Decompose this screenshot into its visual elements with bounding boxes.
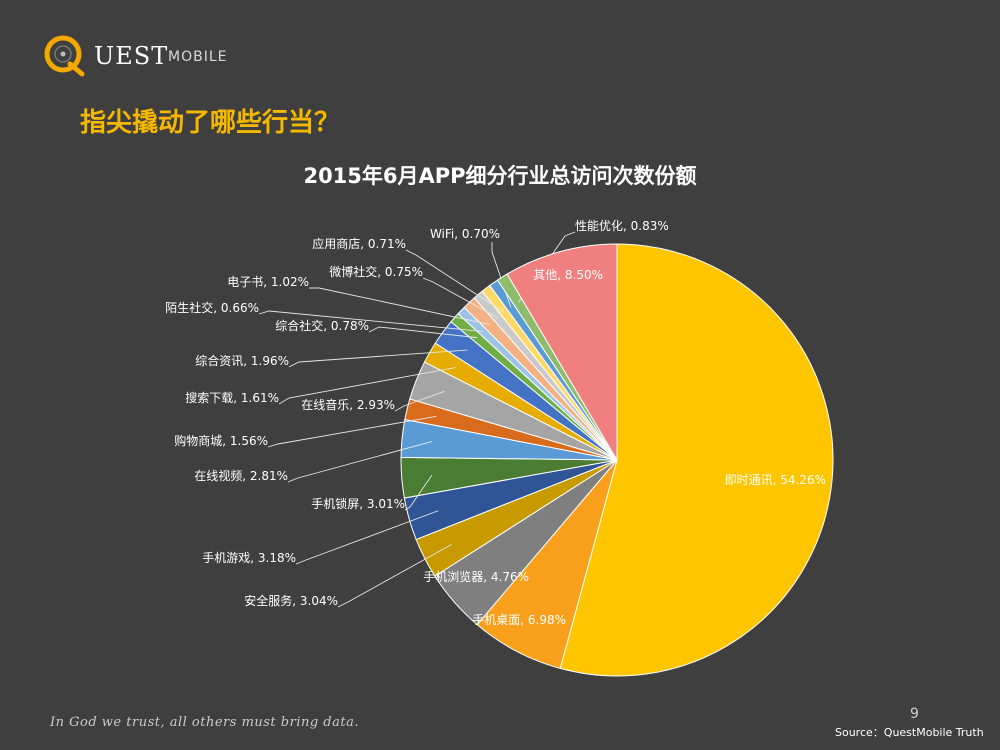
data-label-11: 综合社交, 0.78%: [275, 318, 369, 333]
data-label-3: 安全服务, 3.04%: [244, 593, 338, 608]
data-label-4: 手机游戏, 3.18%: [202, 551, 296, 565]
logo-text: UEST: [94, 42, 169, 70]
data-label-6: 在线视频, 2.81%: [194, 468, 288, 483]
pie-slice-18: [506, 243, 618, 462]
leader-line-14: [422, 277, 498, 319]
leader-line-3: [337, 544, 452, 608]
leader-line-8: [394, 390, 445, 412]
data-label-2: 手机浏览器, 4.76%: [423, 569, 529, 584]
page-number: 9: [910, 706, 919, 722]
logo-q-icon: [44, 35, 85, 77]
leader-line-11: [368, 326, 478, 339]
data-label-18: 其他, 8.50%: [533, 268, 603, 282]
data-label-7: 购物商城, 1.56%: [174, 433, 268, 448]
leader-line-7: [267, 415, 437, 448]
chart-title: 2015年6月APP细分行业总访问次数份额: [303, 164, 697, 188]
leader-line-10: [288, 349, 468, 368]
leader-line-4: [295, 510, 439, 565]
data-label-17: 性能优化, 0.83%: [575, 219, 669, 233]
data-label-1: 手机桌面, 6.98%: [472, 613, 566, 627]
data-label-0: 即时通讯, 54.26%: [725, 473, 826, 487]
leader-line-9: [278, 367, 456, 405]
data-label-14: 微博社交, 0.75%: [329, 264, 423, 279]
leader-line-15: [405, 249, 505, 313]
data-label-9: 搜索下载, 1.61%: [185, 390, 279, 405]
leader-line-6: [287, 440, 433, 483]
data-label-12: 陌生社交, 0.66%: [165, 300, 259, 315]
data-label-5: 手机锁屏, 3.01%: [311, 496, 405, 511]
data-label-15: 应用商店, 0.71%: [312, 236, 406, 251]
page-headline: 指尖撬动了哪些行当？: [80, 108, 341, 138]
data-label-8: 在线音乐, 2.93%: [301, 397, 395, 412]
leader-line-5: [404, 475, 433, 511]
data-label-10: 综合资讯, 1.96%: [195, 353, 289, 368]
questmobile-logo: UEST MOBILE: [40, 30, 240, 80]
logo-subtext: MOBILE: [168, 49, 228, 65]
data-label-16: WiFi, 0.70%: [430, 227, 500, 241]
footer-motto: In God we trust, all others must bring d…: [50, 715, 359, 730]
data-label-13: 电子书, 1.02%: [227, 275, 309, 289]
pie-slice-0: [559, 243, 834, 677]
leader-line-12: [258, 310, 483, 332]
source-note: Source：QuestMobile Truth: [835, 726, 984, 739]
leader-line-13: [309, 287, 490, 325]
